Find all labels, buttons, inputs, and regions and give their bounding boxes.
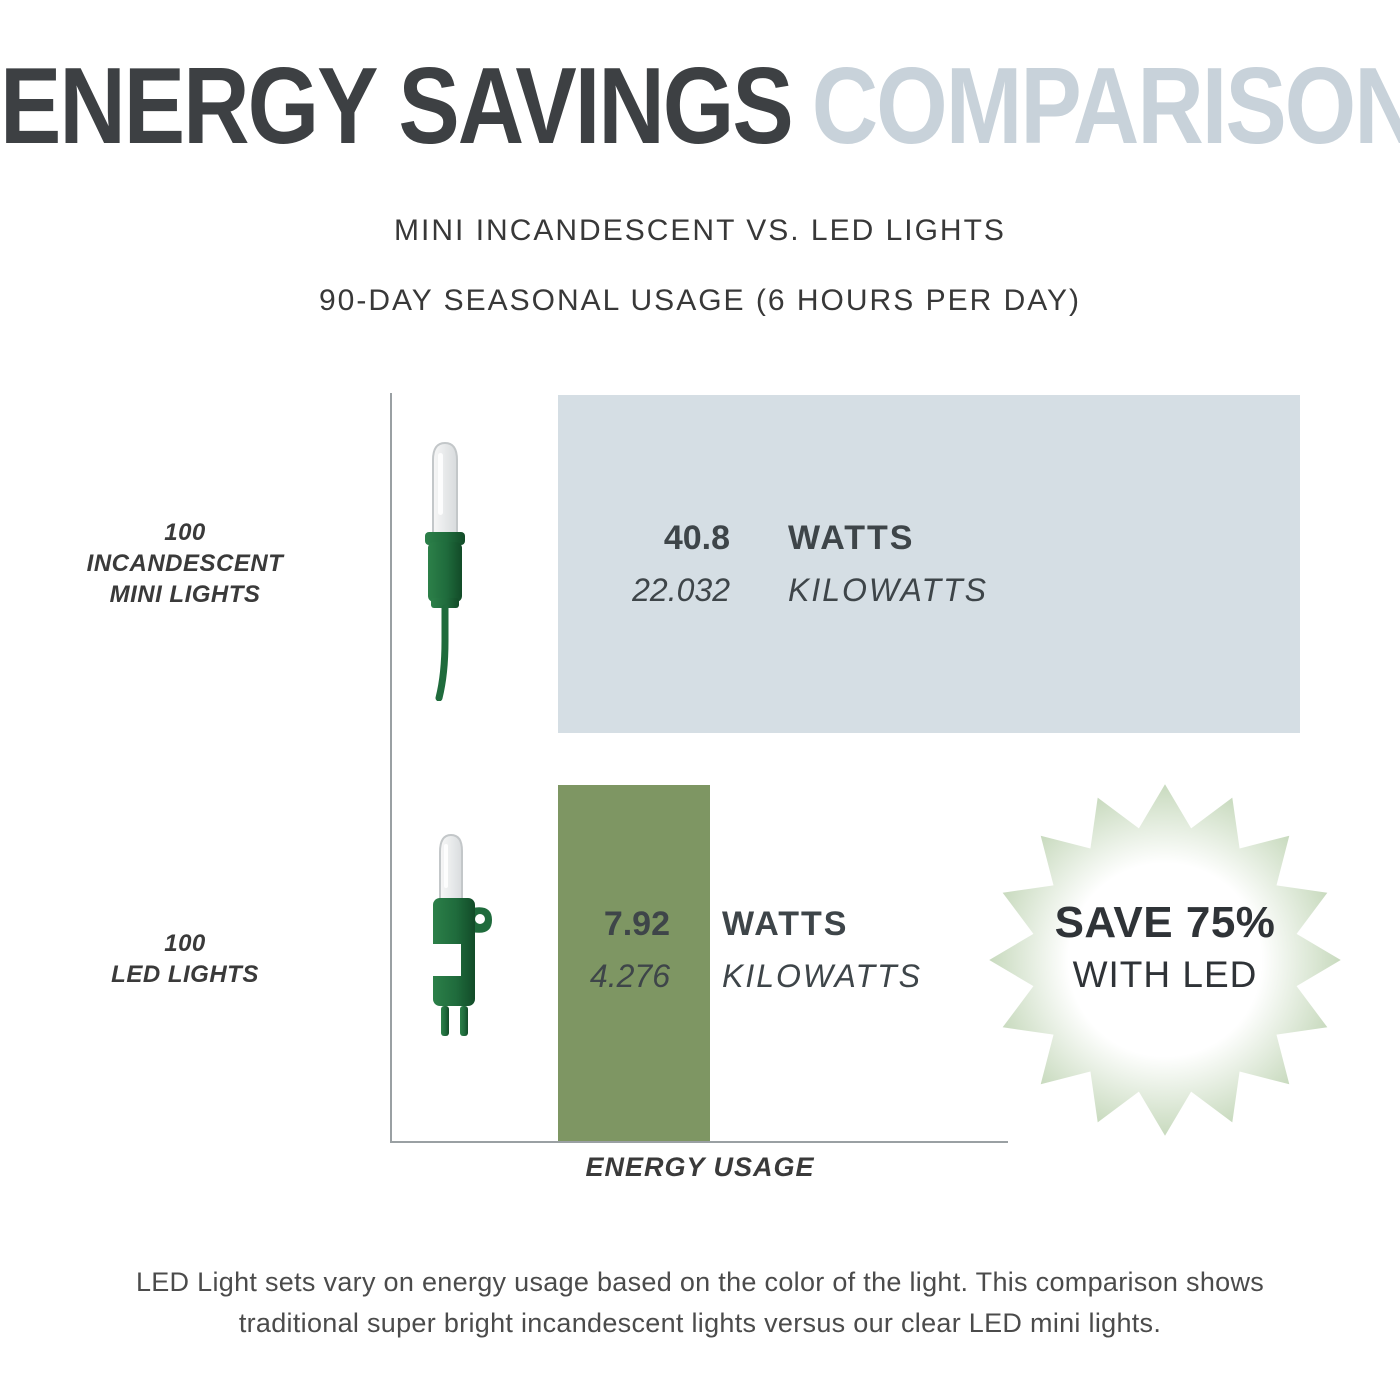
led-units: WATTS KILOWATTS xyxy=(722,898,922,1002)
subtitle-usage: 90-DAY SEASONAL USAGE (6 HOURS PER DAY) xyxy=(318,284,1082,317)
incandescent-values: 40.8 22.032 xyxy=(595,512,730,616)
socket-notch xyxy=(433,944,461,976)
kilowatts-value: 22.032 xyxy=(632,572,730,608)
led-bulb-icon xyxy=(433,833,492,1036)
socket-clip-hole xyxy=(475,914,485,924)
x-axis-label: ENERGY USAGE xyxy=(585,1152,815,1182)
kilowatts-unit: KILOWATTS xyxy=(722,958,922,994)
footnote: LED Light sets vary on energy usage base… xyxy=(135,1267,1265,1338)
led-glass xyxy=(439,833,463,901)
starburst-shape xyxy=(989,784,1341,1136)
title-dark-part: ENERGY SAVINGS xyxy=(0,46,794,167)
title-light-part: COMPARISON xyxy=(811,46,1400,167)
chart-axis xyxy=(390,393,1008,1143)
category-label-incandescent: 100 INCANDESCENT MINI LIGHTS xyxy=(40,517,330,610)
led-values: 7.92 4.276 xyxy=(570,898,670,1002)
label-line: 100 xyxy=(164,930,206,957)
subtitle-versus: MINI INCANDESCENT VS. LED LIGHTS xyxy=(394,214,1006,247)
label-line: 100 xyxy=(164,519,206,546)
socket-body xyxy=(428,542,462,602)
bulb-glass xyxy=(432,441,458,534)
kilowatts-unit: KILOWATTS xyxy=(788,572,988,608)
watts-unit: WATTS xyxy=(788,519,915,557)
label-line: MINI LIGHTS xyxy=(109,581,261,608)
savings-starburst-icon xyxy=(989,784,1341,1136)
bar-incandescent xyxy=(558,395,1300,733)
led-glass-highlight xyxy=(444,844,448,888)
prong-right xyxy=(460,1006,468,1036)
label-line: LED LIGHTS xyxy=(111,961,259,988)
incandescent-units: WATTS KILOWATTS xyxy=(788,512,988,616)
bar-led xyxy=(558,785,710,1141)
kilowatts-value: 4.276 xyxy=(589,958,670,994)
watts-value: 7.92 xyxy=(603,905,670,943)
label-line: INCANDESCENT xyxy=(86,550,284,577)
incandescent-bulb-icon xyxy=(425,441,465,701)
prong-left xyxy=(441,1006,449,1036)
watts-value: 40.8 xyxy=(663,519,730,557)
socket-flange xyxy=(425,532,465,545)
bulb-glass-highlight xyxy=(438,453,443,515)
wire xyxy=(435,604,449,701)
savings-badge: SAVE 75% WITH LED xyxy=(1005,898,1325,996)
category-label-led: 100 LED LIGHTS xyxy=(40,928,330,990)
savings-caption: WITH LED xyxy=(1072,954,1258,995)
page-title: ENERGY SAVINGS COMPARISON xyxy=(0,52,1400,161)
socket-base xyxy=(431,598,459,608)
savings-percent: SAVE 75% xyxy=(1054,898,1276,947)
watts-unit: WATTS xyxy=(722,905,849,943)
